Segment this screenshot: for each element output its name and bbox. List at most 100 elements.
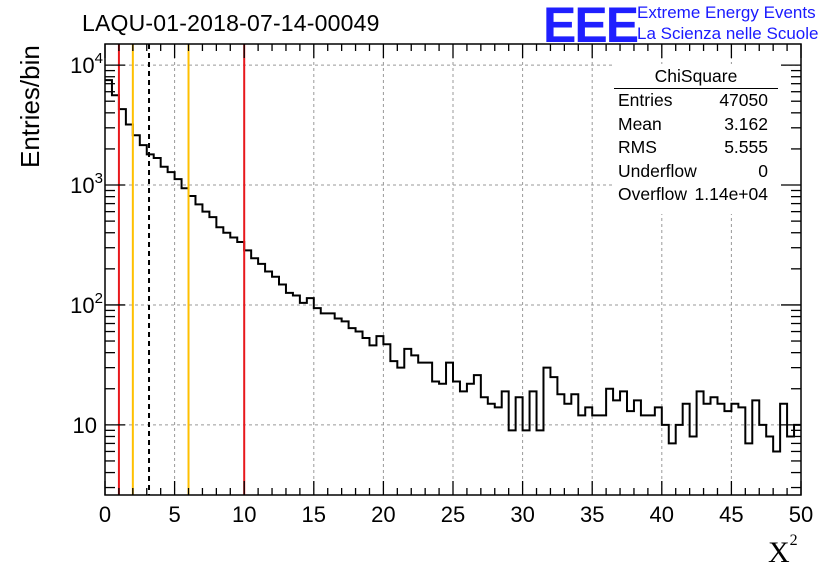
histogram-bin bbox=[794, 425, 801, 495]
stats-row-underflow: Underflow 0 bbox=[612, 160, 780, 184]
histogram-bin bbox=[606, 389, 613, 495]
histogram-bin bbox=[745, 443, 752, 495]
histogram-bin bbox=[669, 443, 676, 495]
stats-row-mean: Mean 3.162 bbox=[612, 113, 780, 137]
grid bbox=[105, 44, 801, 495]
histogram-bin bbox=[502, 391, 509, 495]
stats-value: 1.14e+04 bbox=[694, 184, 768, 204]
histogram-bin bbox=[724, 411, 731, 495]
histogram-bin bbox=[578, 415, 585, 495]
histogram-bin bbox=[627, 411, 634, 495]
histogram-bin bbox=[537, 430, 544, 495]
histogram-bin bbox=[418, 363, 425, 495]
stats-label: Entries bbox=[618, 90, 673, 110]
logo-caption: Extreme Energy Events La Scienza nelle S… bbox=[637, 2, 818, 44]
histogram-bin bbox=[390, 361, 397, 495]
histogram-bin bbox=[272, 277, 279, 495]
histogram-bin bbox=[432, 381, 439, 495]
plot-frame bbox=[104, 43, 802, 496]
y-tick-label: 10 bbox=[73, 413, 97, 438]
y-tick-base: 10 bbox=[70, 293, 94, 318]
histogram-bin bbox=[209, 217, 216, 495]
histogram-outline bbox=[105, 79, 801, 453]
y-tick-exponent: 4 bbox=[95, 50, 103, 67]
histogram-bin bbox=[314, 308, 321, 495]
histogram-bin bbox=[460, 391, 467, 495]
y-axis-label: Entries/bin bbox=[15, 45, 45, 168]
histogram-bin bbox=[613, 400, 620, 495]
histogram-bin bbox=[599, 415, 606, 495]
x-tick-label: 25 bbox=[441, 502, 465, 527]
histogram-bin bbox=[189, 196, 196, 495]
histogram-bin bbox=[342, 321, 349, 495]
x-tick-label: 40 bbox=[650, 502, 674, 527]
x-tick-label: 10 bbox=[232, 502, 256, 527]
histogram-bin bbox=[154, 158, 161, 495]
histogram-bin bbox=[237, 242, 244, 495]
histogram-bin bbox=[648, 415, 655, 495]
stats-value: 5.555 bbox=[724, 137, 768, 157]
histogram-bin bbox=[335, 319, 342, 495]
histogram-bin bbox=[467, 384, 474, 495]
stats-row-overflow: Overflow 1.14e+04 bbox=[612, 183, 780, 207]
histogram-bin bbox=[474, 375, 481, 495]
logo-line-1: Extreme Energy Events bbox=[637, 3, 816, 22]
histogram-bin bbox=[711, 397, 718, 495]
histogram-bin bbox=[286, 293, 293, 495]
histogram-bin bbox=[168, 172, 175, 495]
y-tick-base: 10 bbox=[70, 53, 94, 78]
stats-value: 47050 bbox=[719, 90, 768, 110]
histogram-bin bbox=[550, 377, 557, 495]
histogram-bin bbox=[133, 135, 140, 495]
histogram-bin bbox=[453, 381, 460, 495]
x-tick-label: 30 bbox=[510, 502, 534, 527]
histogram-bin bbox=[230, 238, 237, 495]
histogram-bin bbox=[126, 124, 133, 495]
histogram-bin bbox=[369, 345, 376, 495]
y-tick-exponent: 2 bbox=[95, 290, 103, 307]
x-tick-label: 45 bbox=[719, 502, 743, 527]
histogram-bin bbox=[655, 407, 662, 495]
histogram-bin bbox=[258, 264, 265, 495]
histogram-bin bbox=[530, 391, 537, 495]
axis-ticks bbox=[104, 44, 802, 495]
histogram-bin bbox=[690, 436, 697, 495]
histogram-bin bbox=[683, 404, 690, 495]
y-tick-base: 10 bbox=[70, 173, 94, 198]
histogram-bin bbox=[766, 436, 773, 495]
x-tick-label: 5 bbox=[168, 502, 180, 527]
histogram-bin bbox=[397, 368, 404, 495]
histogram-bin bbox=[697, 391, 704, 495]
histogram-bin bbox=[244, 250, 251, 495]
histogram-bin bbox=[717, 404, 724, 495]
histogram-bin bbox=[773, 451, 780, 495]
histogram-bin bbox=[300, 303, 307, 495]
histogram-bin bbox=[425, 363, 432, 495]
x-axis-label-exponent: 2 bbox=[789, 532, 798, 549]
histogram-bin bbox=[557, 394, 564, 495]
x-axis-label-base: X bbox=[768, 536, 790, 569]
histogram-bin bbox=[641, 415, 648, 495]
histogram-bin bbox=[404, 349, 411, 495]
histogram-bin bbox=[516, 397, 523, 495]
histogram-bin bbox=[321, 313, 328, 495]
histogram-bin bbox=[787, 436, 794, 495]
histogram-bin bbox=[759, 425, 766, 495]
stats-row-entries: Entries 47050 bbox=[612, 89, 780, 113]
histogram-bin bbox=[202, 212, 209, 495]
eee-logo: EEE bbox=[543, 0, 639, 53]
histogram-bin bbox=[439, 384, 446, 495]
y-tick-exponent: 3 bbox=[95, 170, 103, 187]
stats-row-rms: RMS 5.555 bbox=[612, 136, 780, 160]
histogram-bin bbox=[780, 404, 787, 495]
stats-title: ChiSquare bbox=[614, 64, 778, 89]
histogram-bin bbox=[112, 95, 119, 495]
stats-box: ChiSquare Entries 47050 Mean 3.162 RMS 5.55… bbox=[612, 64, 780, 214]
x-tick-label: 15 bbox=[302, 502, 326, 527]
stats-label: Overflow bbox=[618, 184, 688, 204]
histogram-bin bbox=[119, 109, 126, 495]
histogram-bin bbox=[147, 154, 154, 495]
histogram-bin bbox=[195, 204, 202, 495]
